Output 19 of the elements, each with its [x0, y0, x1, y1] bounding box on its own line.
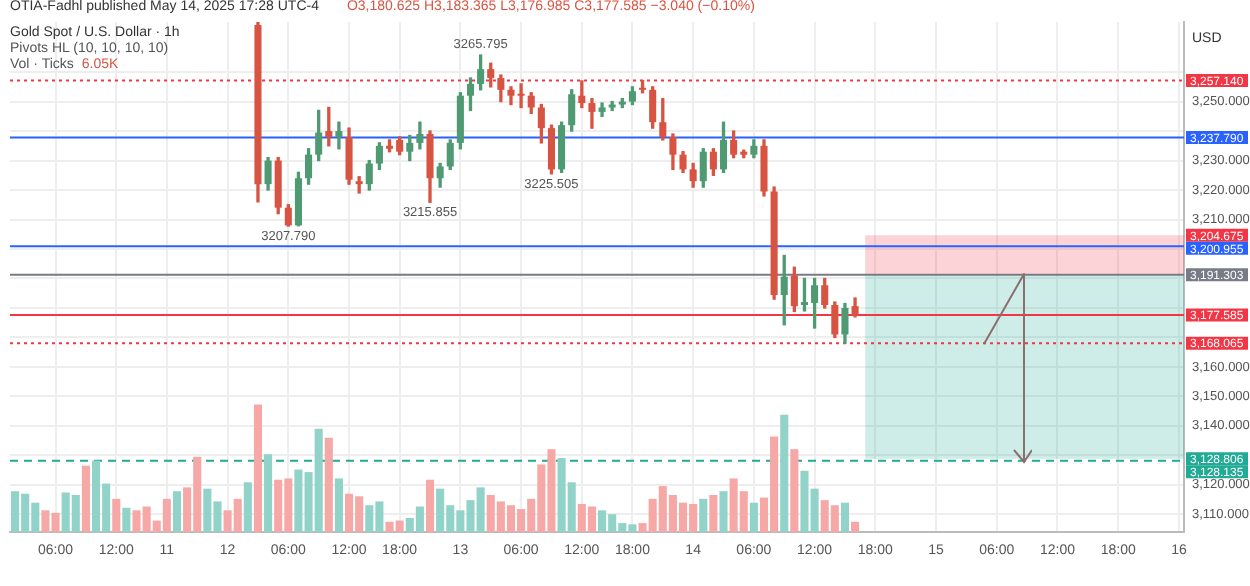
bar	[122, 507, 131, 532]
bar	[334, 478, 343, 532]
bar	[790, 449, 799, 532]
bar	[243, 482, 252, 532]
bar	[264, 454, 273, 532]
bar	[172, 491, 182, 532]
bar	[324, 437, 333, 532]
bar	[699, 498, 708, 532]
bar	[709, 495, 718, 532]
candlestick	[335, 121, 343, 150]
bar	[81, 465, 90, 532]
bar	[780, 414, 789, 532]
bar	[749, 502, 758, 532]
bar	[253, 404, 263, 532]
bar	[719, 491, 728, 532]
bar	[425, 479, 435, 532]
bar	[851, 521, 860, 532]
bar	[112, 498, 121, 532]
bar	[840, 502, 850, 532]
